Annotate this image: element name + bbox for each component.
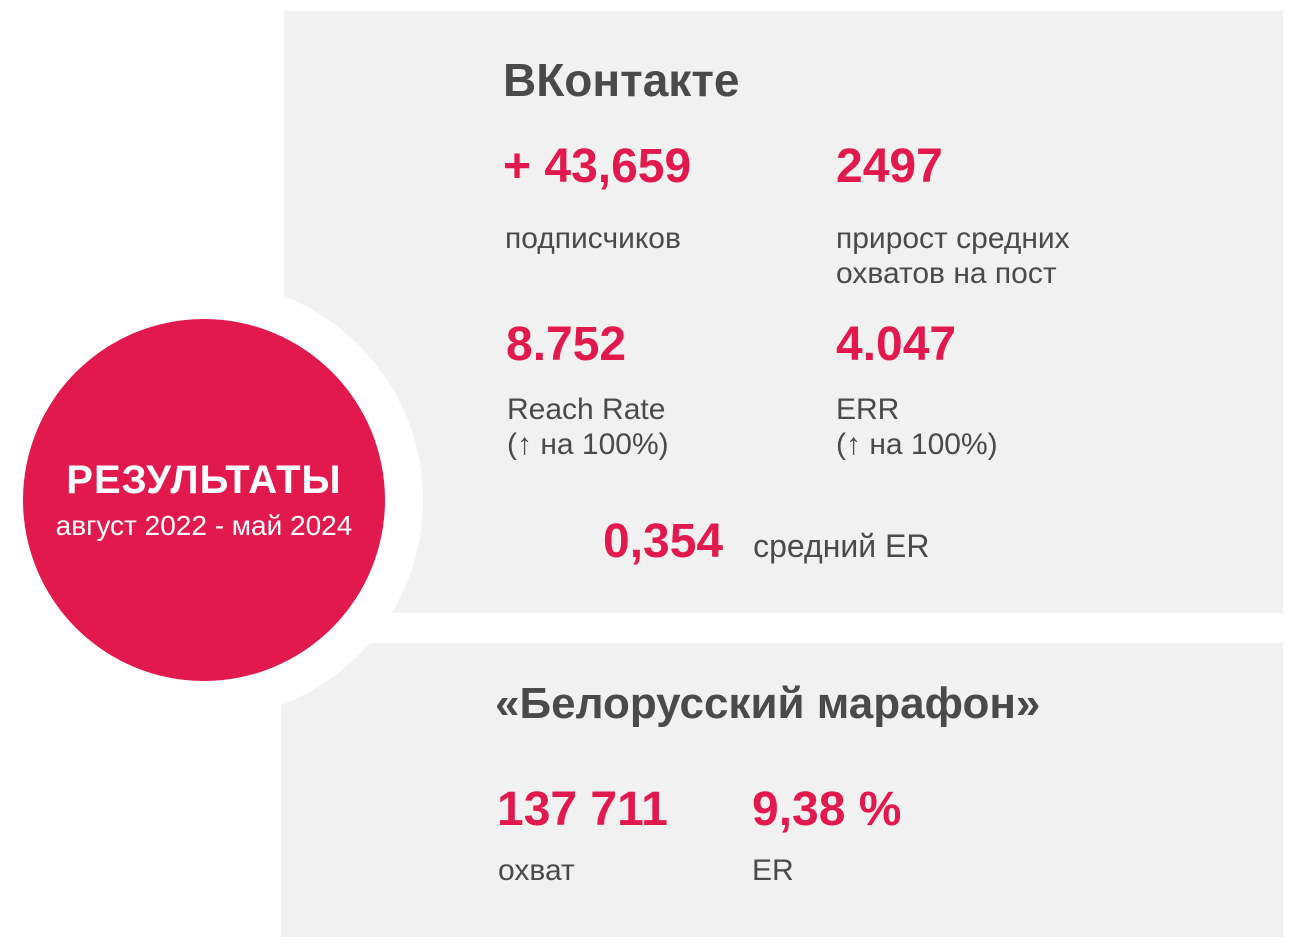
- stat-value-er: 9,38 %: [752, 783, 902, 836]
- stat-value-reach-growth: 2497: [836, 140, 943, 193]
- stat-value-err: 4.047: [836, 318, 957, 371]
- stat-label-er: ER: [752, 854, 794, 887]
- stat-label-line: подписчиков: [505, 222, 681, 255]
- stat-label-reach-rate: Reach Rate (↑ на 100%): [507, 392, 669, 462]
- stat-label-line: ERR: [836, 393, 900, 426]
- stat-label-line: охватов на пост: [836, 257, 1057, 290]
- marathon-panel: [281, 643, 1283, 937]
- stat-value-reach-rate: 8.752: [506, 318, 627, 371]
- stat-label-line: Reach Rate: [507, 393, 666, 426]
- average-er-row: 0,354 средний ER: [603, 518, 929, 566]
- average-er-value: 0,354: [603, 515, 724, 568]
- stat-value-subscribers: + 43,659: [503, 140, 692, 193]
- stat-label-reach-growth: прирост средних охватов на пост: [836, 221, 1070, 291]
- badge-title: РЕЗУЛЬТАТЫ: [66, 458, 342, 502]
- stat-label-line: (↑ на 100%): [836, 428, 998, 461]
- vk-title: ВКонтакте: [503, 54, 740, 106]
- stat-label-line: прирост средних: [836, 222, 1070, 255]
- average-er-label: средний ER: [753, 528, 930, 564]
- stat-label-subscribers: подписчиков: [505, 221, 681, 256]
- stat-label-err: ERR (↑ на 100%): [836, 392, 998, 462]
- stat-label-coverage: охват: [498, 854, 575, 887]
- marathon-title: «Белорусский марафон»: [495, 679, 1041, 728]
- vk-panel: [284, 11, 1283, 613]
- results-badge: РЕЗУЛЬТАТЫ август 2022 - май 2024: [23, 319, 385, 681]
- stat-label-line: (↑ на 100%): [507, 428, 669, 461]
- stat-value-coverage: 137 711: [497, 783, 668, 836]
- badge-period: август 2022 - май 2024: [55, 510, 353, 541]
